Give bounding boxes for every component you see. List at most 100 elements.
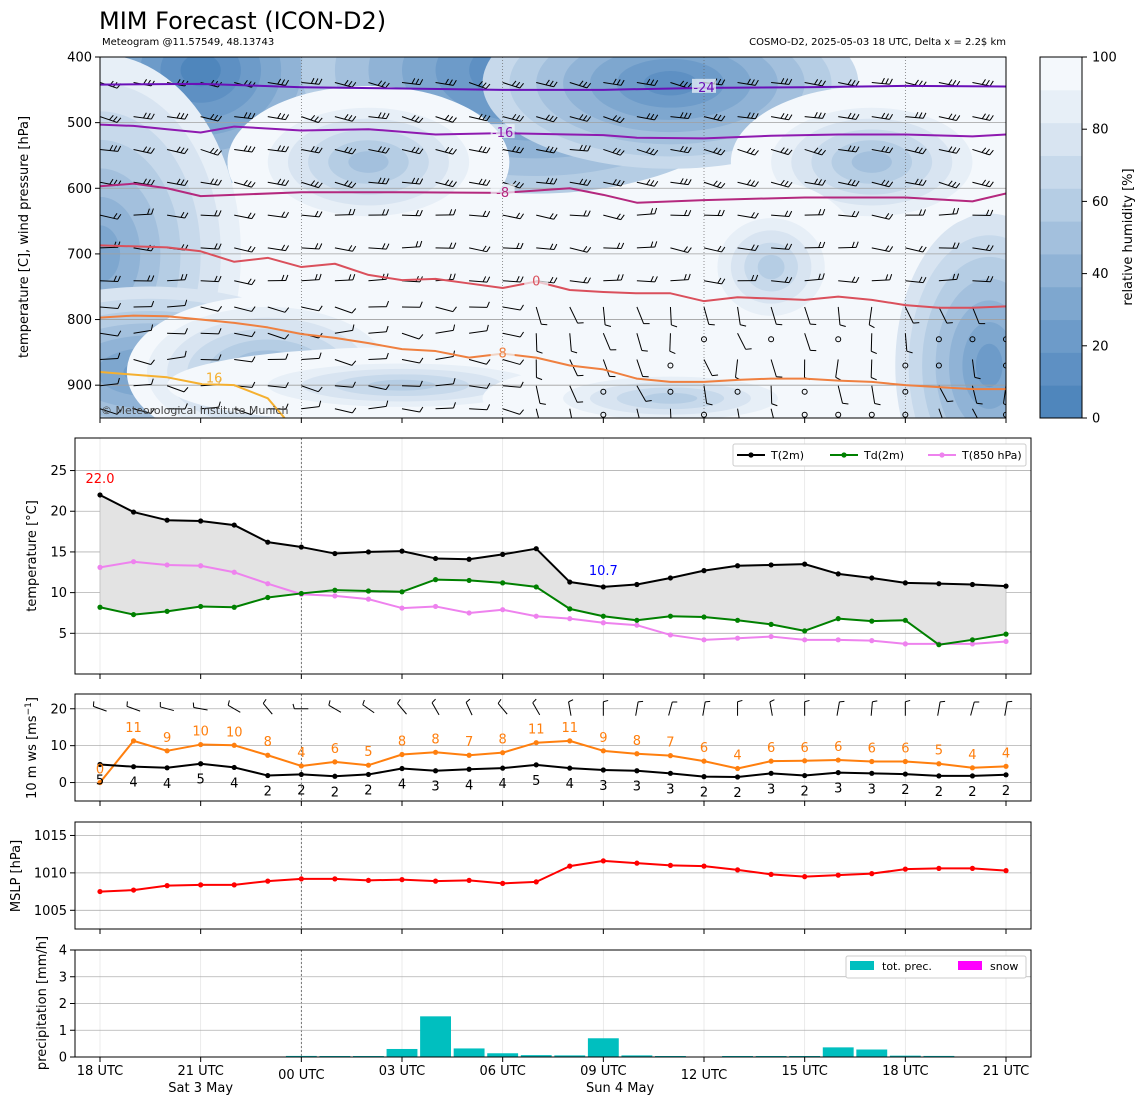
wind-barb [972,148,990,156]
series-line-2 [99,560,1007,645]
series-point-2 [332,593,338,599]
surface-wind-barb [362,704,375,714]
wind-barb [368,278,387,282]
wind-barb-feather [948,146,953,152]
wind-barb [502,148,521,154]
wind-barb-feather [871,350,877,355]
series-point-1 [768,621,774,627]
gust-point [432,749,439,755]
wind-barb-feather [184,328,188,335]
surface-wind-barb-feather [603,699,609,703]
y-tick-label: 400 [67,51,92,66]
wind-barb-feather [281,244,286,251]
surface-wind-barb-feather [465,698,471,703]
series-point-2 [902,641,908,647]
gust-value-label: 5 [935,744,943,759]
wind-barb [670,82,688,89]
mslp-frame [74,821,1032,930]
wind-barb-feather [717,114,722,121]
wind-barb-feather [385,400,389,407]
wind-barb-feather [281,274,285,281]
mean-wind-value-label: 2 [801,785,809,800]
y-tick-label: 1015 [34,829,67,844]
wind-barb [603,116,621,124]
wind-barb-feather [449,242,453,249]
wind-barb-feather [150,408,155,414]
wind-barb [301,357,320,360]
series-point-2 [835,637,841,643]
wind-barb-feather [314,116,319,122]
wind-barb [804,333,811,351]
wind-barb-feather [818,209,822,216]
wind-barb-feather [218,275,222,282]
wind-barb-feather [985,275,990,282]
series-point-1 [701,614,707,620]
wind-barb-feather [787,149,793,155]
wind-barb [469,330,488,334]
calm-wind-marker [835,336,842,343]
wind-barb-feather [218,210,222,217]
wind-barb-feather [847,179,852,185]
wind-barb [636,306,645,324]
wind-barb-feather [989,80,994,87]
wind-barb-feather [310,146,315,152]
wind-barb [401,246,420,249]
wind-barb-feather [918,179,923,185]
precipitation-legend: tot. prec. snow [845,955,1027,979]
wind-barb-feather [285,79,290,86]
gust-point [768,758,774,764]
wind-barb-feather [650,113,655,120]
wind-barb [502,280,521,283]
wind-barb [100,280,119,282]
wind-barb-feather [612,147,618,153]
wind-barb-feather [385,209,390,216]
wind-barb [368,331,387,334]
wind-barb [167,214,185,219]
isotherm-label: 0 [532,274,540,289]
wind-barb-feather [775,426,781,427]
wind-barb-feather [885,146,890,153]
wind-barb-feather [277,145,282,151]
wind-barb-feather [951,181,957,188]
gust-value-label: 4 [297,746,305,761]
wind-barb-feather [314,78,319,85]
wind-barb-feather [285,353,289,360]
wind-barb [234,332,252,338]
wind-barb-feather [851,79,856,86]
wind-barb-feather [974,376,981,380]
wind-barb [703,181,722,189]
wind-barb [401,332,420,340]
wind-barb-feather [906,350,913,354]
series-point-2 [466,610,472,616]
precip-bar [587,1038,619,1057]
wind-barb [435,181,454,188]
wind-barb-feather [579,114,584,120]
wind-barb-feather [348,245,353,251]
wind-barb-feather [620,214,625,220]
wind-barb [502,306,521,311]
wind-barb-feather [151,208,154,215]
wind-barb-feather [612,115,618,121]
wind-barb-feather [411,78,416,84]
wind-barb-feather [947,180,953,186]
wind-barb-feather [784,276,789,283]
wind-barb [569,359,578,376]
calm-wind-marker [935,336,942,343]
surface-wind-barb [769,701,773,716]
y-tick-label: 25 [50,464,67,479]
mean-wind-value-label: 4 [465,778,473,793]
wind-barb-feather [847,145,852,152]
wind-barb-feather [913,322,920,324]
wind-barb-feather [851,113,856,120]
wind-barb [368,82,386,89]
wind-barb-feather [481,82,487,88]
wind-barb-feather [184,299,188,306]
wind-barb [670,148,689,154]
wind-barb-feather [478,81,483,87]
wind-barb-feather [1020,274,1022,280]
wind-barb [267,148,286,153]
wind-barb-feather [847,79,852,85]
wind-barb-feather [444,146,450,153]
wind-barb [301,214,320,218]
wind-barb-feather [784,78,789,85]
